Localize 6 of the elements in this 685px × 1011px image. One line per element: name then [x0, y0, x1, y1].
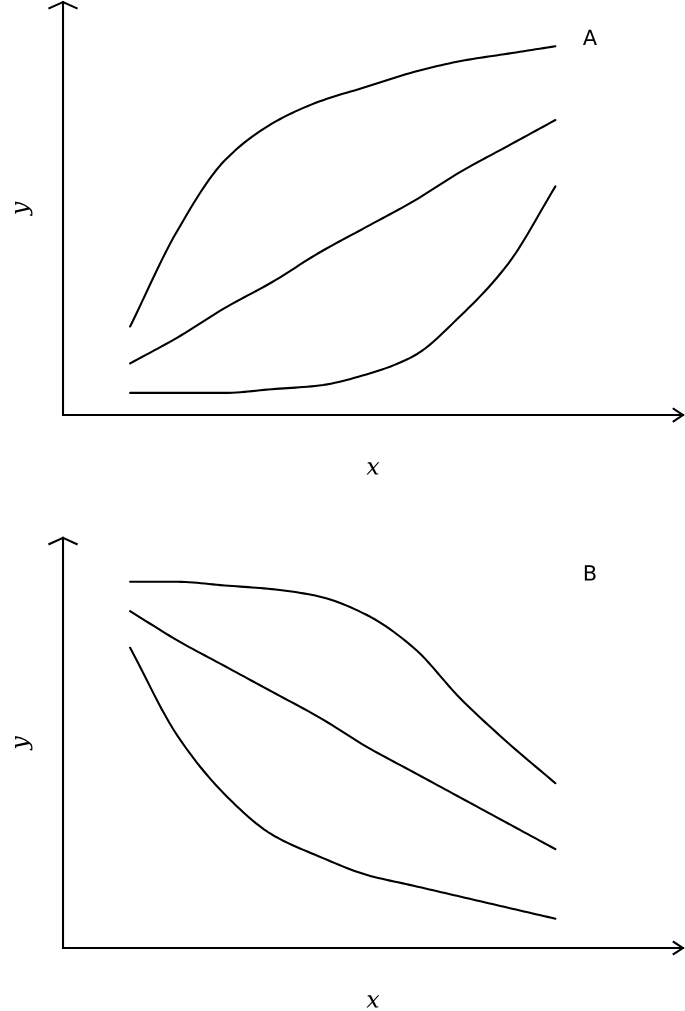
- x-axis-title: x: [366, 462, 380, 475]
- y-axis-title: y: [14, 736, 33, 751]
- x-axis-title: x: [366, 995, 380, 1008]
- y-axis-title: y: [14, 201, 33, 217]
- text: B: [584, 565, 596, 581]
- text: A: [582, 29, 597, 45]
